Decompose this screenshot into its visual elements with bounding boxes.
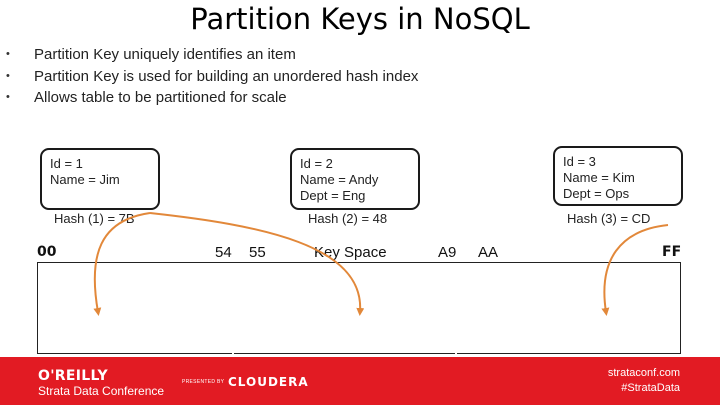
footer-bar: O'REILLY Strata Data Conference PRESENTE… bbox=[0, 357, 720, 405]
item-field: Id = 3 bbox=[563, 154, 596, 169]
oreilly-logo: O'REILLY bbox=[38, 368, 108, 384]
item-field: Name = Jim bbox=[50, 172, 120, 187]
item-field: Id = 1 bbox=[50, 156, 83, 171]
key-split-a-end: 54 bbox=[215, 244, 232, 261]
item-field: Id = 2 bbox=[300, 156, 333, 171]
bullet-item: Allows table to be partitioned for scale bbox=[6, 87, 706, 109]
item-field: Dept = Ops bbox=[563, 186, 630, 201]
key-split-c-start: AA bbox=[478, 244, 499, 261]
presented-by-label: PRESENTED BY bbox=[182, 379, 225, 385]
key-split-b-end: A9 bbox=[438, 244, 457, 261]
bullet-item: Partition Key is used for building an un… bbox=[6, 66, 706, 88]
hashtag: #StrataData bbox=[621, 382, 680, 394]
partition-divider bbox=[455, 349, 457, 357]
key-end-label: FF bbox=[662, 244, 682, 260]
partition-divider bbox=[232, 349, 234, 357]
hash-label-1: Hash (1) = 7B bbox=[54, 211, 135, 226]
item-card-1: Id = 1 Name = Jim bbox=[40, 148, 160, 210]
hash-arrow-3 bbox=[601, 224, 669, 316]
item-card-2: Id = 2 Name = Andy Dept = Eng bbox=[290, 148, 420, 210]
item-card-3: Id = 3 Name = Kim Dept = Ops bbox=[553, 146, 683, 206]
conference-name: Strata Data Conference bbox=[38, 384, 165, 398]
site-url: strataconf.com bbox=[607, 367, 680, 379]
bullet-item: Partition Key uniquely identifies an ite… bbox=[6, 44, 706, 66]
hash-arrow-2 bbox=[149, 212, 365, 316]
cloudera-logo: CLOUDERA bbox=[228, 375, 309, 389]
key-space-label: Key Space bbox=[314, 244, 387, 261]
key-start-label: 00 bbox=[37, 244, 57, 260]
bullet-list: Partition Key uniquely identifies an ite… bbox=[6, 44, 706, 109]
hash-label-3: Hash (3) = CD bbox=[567, 211, 651, 226]
hash-arrow-1 bbox=[93, 212, 151, 316]
item-field: Dept = Eng bbox=[300, 188, 366, 203]
slide-title: Partition Keys in NoSQL bbox=[190, 2, 530, 36]
hash-label-2: Hash (2) = 48 bbox=[308, 211, 388, 226]
key-split-b-start: 55 bbox=[249, 244, 266, 261]
item-field: Name = Andy bbox=[300, 172, 379, 187]
item-field: Name = Kim bbox=[563, 170, 635, 185]
